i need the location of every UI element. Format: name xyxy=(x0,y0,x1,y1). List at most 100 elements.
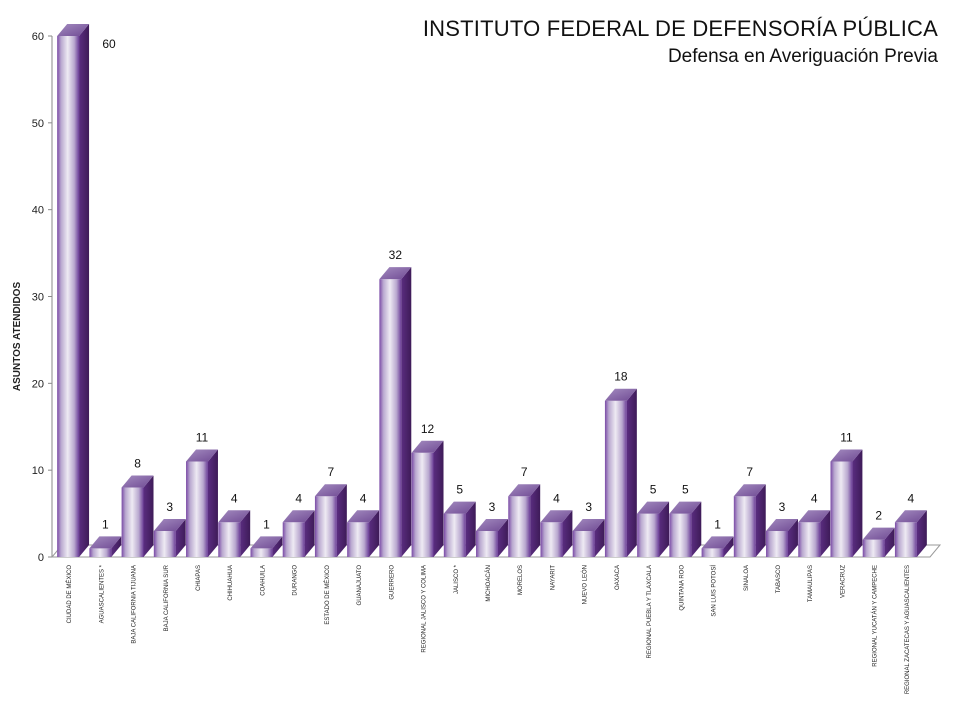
bar-side xyxy=(916,510,927,557)
bar-side xyxy=(884,527,895,557)
category-label: MICHOACÁN xyxy=(485,565,492,602)
category-label: CIUDAD DE MÉXICO xyxy=(66,565,73,624)
bar-side xyxy=(143,475,154,557)
data-label: 11 xyxy=(840,430,853,444)
bar-side xyxy=(433,440,444,557)
category-label: CHIAPAS xyxy=(196,565,202,591)
bar xyxy=(250,548,273,557)
data-label: 18 xyxy=(614,370,628,384)
category-label: REGIONAL YUCATÁN Y CAMPECHE xyxy=(872,565,879,667)
bar xyxy=(314,496,337,557)
data-label: 4 xyxy=(295,491,302,505)
bar-top xyxy=(153,518,186,531)
data-label: 12 xyxy=(421,422,435,436)
category-label: AGUASCALIENTES * xyxy=(99,564,105,623)
bar-side xyxy=(659,501,670,557)
data-label: 1 xyxy=(263,517,270,531)
bar xyxy=(476,530,498,557)
bar-top xyxy=(250,536,283,549)
bar-top xyxy=(733,484,766,497)
y-tick-label: 10 xyxy=(32,465,44,477)
category-label: ESTADO DE MÉXICO xyxy=(324,565,331,625)
bar xyxy=(121,487,144,557)
y-tick-label: 20 xyxy=(32,378,44,390)
y-tick-label: 60 xyxy=(32,31,44,43)
y-tick-label: 0 xyxy=(38,552,44,564)
data-label: 7 xyxy=(746,465,753,479)
bar-side xyxy=(304,510,315,557)
y-tick-label: 30 xyxy=(32,292,44,304)
data-label: 32 xyxy=(389,248,403,262)
category-label: OAXACA xyxy=(615,565,621,590)
bar-top xyxy=(669,501,702,514)
category-label: CHIHUAHUA xyxy=(228,565,234,601)
bar-side xyxy=(594,518,605,557)
bar-side xyxy=(240,510,251,557)
bar-top xyxy=(637,501,670,514)
bar xyxy=(572,530,595,557)
bar-top xyxy=(411,440,444,453)
bar-top xyxy=(379,267,412,280)
category-label: BAJA CALIFORNIA SUR xyxy=(164,564,170,631)
data-label: 3 xyxy=(489,500,496,514)
category-label: QUINTANA ROO xyxy=(679,565,685,611)
bar-top xyxy=(121,475,154,488)
data-label: 60 xyxy=(102,37,116,51)
bar-top xyxy=(798,510,831,523)
data-label: 5 xyxy=(456,483,463,497)
bar-top xyxy=(218,510,251,523)
chart-subtitle: Defensa en Averiguación Previa xyxy=(667,46,938,67)
data-label: 1 xyxy=(102,517,109,531)
data-label: 4 xyxy=(231,491,238,505)
bar xyxy=(186,461,208,557)
category-label: SAN LUIS POTOSÍ xyxy=(711,565,718,617)
data-label: 5 xyxy=(650,483,657,497)
bar-top xyxy=(894,510,927,523)
bar xyxy=(282,522,305,557)
data-label: 4 xyxy=(360,491,367,505)
data-label: 3 xyxy=(585,500,592,514)
bar-side xyxy=(175,518,186,557)
y-tick-label: 50 xyxy=(32,118,44,130)
category-label: REGIONAL JALISCO Y COLIMA xyxy=(422,565,428,653)
bar-side xyxy=(207,449,218,557)
category-label: DURANGO xyxy=(293,565,299,596)
bar-side xyxy=(723,536,734,557)
chart-title: INSTITUTO FEDERAL DE DEFENSORÍA PÚBLICA xyxy=(422,16,938,41)
category-label: NUEVO LEÓN xyxy=(582,565,589,604)
bar-side xyxy=(852,449,863,557)
bar-side xyxy=(755,484,766,557)
category-label: VERACRUZ xyxy=(840,565,846,598)
category-label: COAHUILA xyxy=(260,565,266,596)
category-label: REGIONAL PUEBLA Y TLAXCALA xyxy=(647,565,653,659)
category-label: GUANAJUATO xyxy=(357,565,363,606)
bar-top xyxy=(476,518,508,531)
bar-side xyxy=(530,484,541,557)
y-tick-label: 40 xyxy=(32,205,44,217)
bar-side xyxy=(111,536,122,557)
bars-group xyxy=(57,24,927,557)
bar xyxy=(347,522,370,557)
data-label: 8 xyxy=(134,457,141,471)
category-label: MORELOS xyxy=(518,565,524,595)
data-label: 4 xyxy=(908,491,915,505)
bar xyxy=(379,279,402,557)
bar-top xyxy=(830,449,863,462)
bar-top xyxy=(57,24,90,36)
bar-top xyxy=(508,484,541,497)
data-label: 7 xyxy=(521,465,528,479)
bar xyxy=(540,522,563,557)
title-block: INSTITUTO FEDERAL DE DEFENSORÍA PÚBLICA … xyxy=(423,16,938,68)
bar-top xyxy=(347,510,380,523)
category-label: NAYARIT xyxy=(550,565,556,590)
data-label: 2 xyxy=(875,509,882,523)
bar-top xyxy=(572,518,605,531)
bar-top xyxy=(540,510,573,523)
data-label: 7 xyxy=(328,465,335,479)
bar-side xyxy=(79,24,90,557)
bar xyxy=(701,548,724,557)
bar xyxy=(411,452,434,557)
bar xyxy=(894,522,917,557)
bar xyxy=(508,496,531,557)
